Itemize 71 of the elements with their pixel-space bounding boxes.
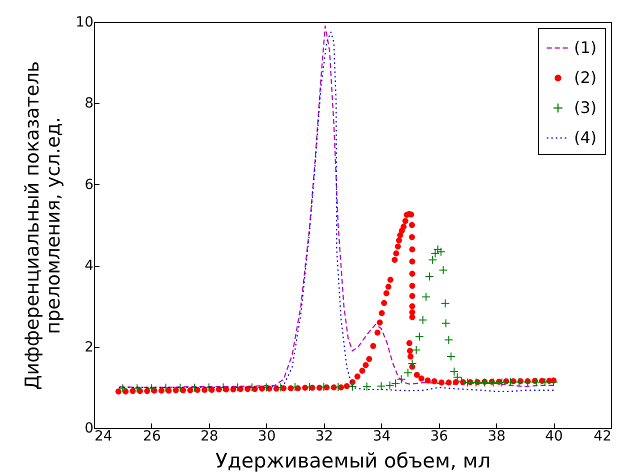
- point: [430, 248, 440, 258]
- y-tick-label: 6: [84, 176, 94, 193]
- point: [433, 244, 442, 254]
- point: [422, 292, 431, 302]
- point: [472, 378, 481, 388]
- x-tick-label: 30: [258, 428, 276, 444]
- point: [334, 382, 343, 392]
- point: [304, 382, 314, 392]
- point: [391, 378, 400, 388]
- x-axis-title: Удерживаемый объем, мл: [215, 448, 491, 472]
- point: [440, 298, 450, 308]
- point: [532, 378, 541, 387]
- y-tick-label: 4: [84, 258, 94, 274]
- point: [146, 384, 156, 393]
- point: [514, 378, 524, 387]
- point: [176, 383, 185, 392]
- x-tick-label: 26: [143, 428, 161, 444]
- point: [446, 352, 456, 362]
- y-tick-label: 2: [84, 339, 94, 356]
- point: [441, 318, 450, 328]
- point: [480, 378, 490, 388]
- point: [262, 382, 271, 392]
- legend-label: (4): [574, 128, 597, 147]
- point: [247, 382, 256, 392]
- y-tick-label: 8: [84, 96, 94, 112]
- point: [118, 384, 128, 393]
- point: [412, 346, 421, 355]
- point: [319, 382, 328, 392]
- y-tick-label: 0: [84, 420, 94, 436]
- x-tick-label: 32: [315, 428, 334, 444]
- point: [549, 378, 558, 387]
- x-tick-label: 24: [94, 428, 112, 444]
- x-tick-label: 40: [545, 428, 563, 444]
- point: [540, 378, 550, 387]
- point: [385, 380, 394, 390]
- point: [424, 272, 434, 282]
- point: [233, 382, 242, 392]
- point: [204, 382, 214, 392]
- point: [444, 335, 454, 344]
- point: [190, 383, 200, 392]
- point: [376, 382, 386, 391]
- point: [276, 382, 286, 392]
- point: [438, 266, 448, 275]
- point: [161, 383, 170, 392]
- point: [497, 378, 506, 388]
- point: [290, 382, 300, 392]
- y-axis-title: Дифференциальный показатель преломления, усл.ед.: [22, 61, 65, 390]
- point: [462, 378, 472, 388]
- point: [132, 384, 142, 393]
- y-tick-label: 10: [76, 14, 94, 30]
- point: [348, 382, 357, 392]
- point: [218, 382, 228, 392]
- point: [436, 247, 446, 256]
- x-tick-label: 38: [488, 428, 506, 444]
- point: [396, 374, 406, 384]
- point: [414, 332, 424, 342]
- point: [362, 382, 372, 392]
- x-tick-label: 28: [200, 428, 218, 444]
- legend-label: (2): [574, 68, 597, 87]
- point: [418, 316, 428, 325]
- legend-label: (3): [574, 98, 597, 117]
- point: [488, 378, 498, 388]
- legend-label: (1): [574, 38, 597, 57]
- x-tick-label: 34: [372, 428, 391, 444]
- point: [523, 378, 532, 387]
- x-tick-label: 42: [594, 428, 612, 444]
- point: [408, 358, 417, 368]
- point: [428, 255, 438, 264]
- point: [506, 378, 515, 387]
- point: [403, 368, 412, 378]
- x-tick-label: 36: [430, 428, 448, 444]
